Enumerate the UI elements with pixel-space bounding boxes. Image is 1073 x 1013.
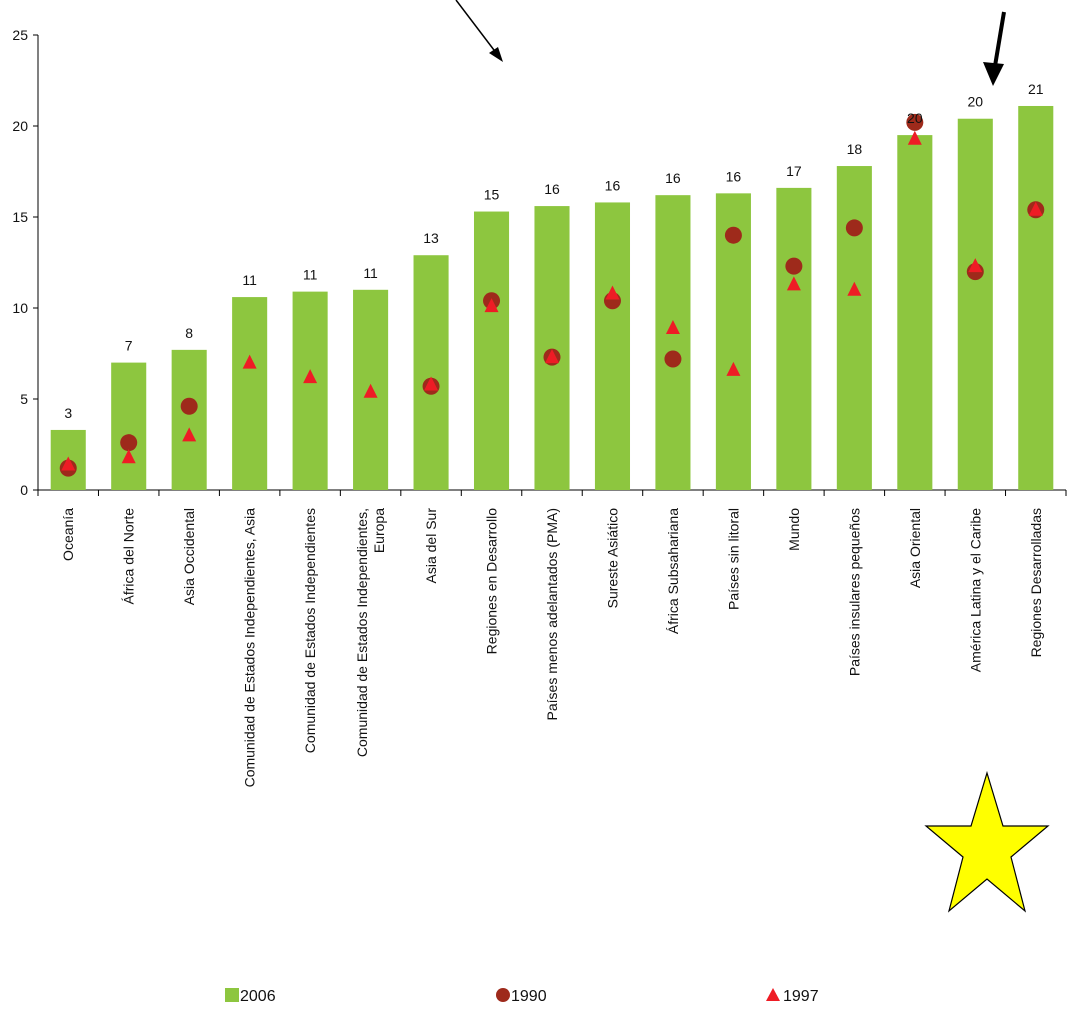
bar-2006: [897, 135, 933, 490]
x-tick-label: Sureste Asiático: [604, 508, 620, 609]
marker-1997: [1028, 201, 1043, 216]
data-label-2006: 13: [423, 230, 439, 246]
bar-2006: [232, 297, 268, 490]
data-label-2006: 15: [484, 187, 500, 203]
marker-1997: [907, 130, 922, 145]
marker-1997: [786, 276, 801, 291]
bar-2006: [473, 211, 510, 491]
marker-1997: [363, 383, 378, 398]
data-label-2006: 3: [64, 405, 72, 421]
bar-2006: [594, 202, 631, 490]
x-tick-label: África del Norte: [121, 508, 137, 605]
x-tick-label: Países menos adelantados (PMA): [544, 508, 560, 720]
bar-2006: [292, 291, 328, 490]
marker-1997: [61, 456, 76, 471]
marker-1990: [785, 257, 803, 275]
legend-swatch-2006: [225, 988, 239, 1002]
y-tick-label: 15: [12, 209, 28, 225]
x-tick-label: Países insulares pequeños: [846, 508, 862, 676]
x-tick-label: Asia Oriental: [907, 508, 923, 588]
marker-1990: [180, 397, 198, 415]
marker-1997: [121, 449, 136, 464]
x-tick-label: Mundo: [786, 508, 802, 551]
data-label-2006: 7: [125, 338, 133, 354]
bar-2006: [171, 349, 207, 490]
data-label-2006: 20: [907, 110, 923, 126]
y-tick-label: 25: [12, 27, 28, 43]
legend-label-1997: 1997: [783, 988, 819, 1005]
marker-1997: [424, 376, 439, 391]
x-tick-label: Asia del Sur: [423, 508, 439, 584]
bar-2006: [1018, 105, 1054, 490]
y-tick-label: 5: [20, 391, 28, 407]
marker-1997: [242, 354, 257, 369]
legend-swatch-1997: [766, 988, 780, 1001]
x-tick-label: África Subsahariana: [665, 508, 681, 634]
bar-2006: [413, 255, 449, 490]
data-label-2006: 20: [968, 94, 984, 110]
x-tick-label: Oceanía: [60, 508, 76, 561]
marker-1990: [906, 113, 924, 131]
legend-label-1990: 1990: [511, 988, 547, 1005]
marker-1997: [665, 320, 680, 335]
legend: 2006 1990 1997: [225, 988, 819, 1005]
data-label-2006: 11: [303, 267, 318, 283]
y-tick-label: 0: [20, 482, 28, 498]
x-tick-label: Comunidad de Estados Independientes: [302, 508, 318, 753]
marker-1997: [303, 369, 318, 384]
x-tick-label: Asia Occidental: [181, 508, 197, 605]
bar-2006: [776, 187, 812, 490]
data-label-2006: 11: [242, 272, 257, 288]
marker-1997: [545, 349, 559, 364]
x-tick-label: Regiones Desarrolladas: [1028, 508, 1044, 657]
x-tick-label: Europa: [371, 508, 387, 553]
legend-swatch-1990: [496, 988, 510, 1002]
bar-2006: [655, 195, 691, 490]
marker-1997: [605, 285, 620, 300]
marker-1997: [484, 298, 499, 313]
marker-1990: [845, 219, 863, 237]
x-tick-label: América Latina y el Caribe: [967, 508, 983, 672]
labels-layer: 3 7 8 11 11 11 13 15 16 16 16 16 17 18 20 20 21: [64, 81, 1043, 421]
marker-1997: [726, 361, 741, 376]
legend-item-1990: 1990: [496, 988, 547, 1005]
bold-arrow-icon: [983, 11, 1006, 86]
legend-item-2006: 2006: [225, 988, 276, 1005]
bar-2006: [957, 118, 993, 490]
thin-arrow-icon: [455, 0, 503, 62]
marker-1997: [847, 281, 862, 296]
bars-layer: [50, 105, 1054, 491]
legend-item-1997: 1997: [766, 988, 819, 1005]
axis-layer: 0 5 10 15 20 25: [12, 27, 1067, 498]
data-label-2006: 21: [1028, 81, 1044, 97]
bar-2006: [534, 206, 570, 490]
marker-1990: [664, 350, 682, 368]
x-tick-label: Comunidad de Estados Independientes,: [354, 508, 370, 757]
bar-2006: [111, 362, 147, 490]
bar-2006: [836, 166, 872, 491]
marker-1990: [724, 226, 742, 244]
y-tick-label: 20: [12, 118, 28, 134]
legend-label-2006: 2006: [240, 988, 276, 1005]
x-tick-label: Comunidad de Estados Independientes, Asi…: [242, 508, 258, 788]
marker-1997: [182, 427, 197, 442]
x-tick-label: Regiones en Desarrollo: [484, 508, 500, 655]
data-label-2006: 11: [363, 265, 378, 281]
data-label-2006: 16: [665, 170, 681, 186]
data-label-2006: 16: [726, 168, 742, 184]
star-icon: [924, 770, 1050, 913]
y-tick-label: 10: [12, 300, 28, 316]
data-label-2006: 16: [544, 181, 560, 197]
marker-1997: [968, 258, 983, 273]
data-label-2006: 16: [605, 177, 621, 193]
data-label-2006: 17: [786, 163, 802, 179]
markers-layer: [59, 113, 1045, 477]
x-axis-labels: Oceanía África del Norte Asia Occidental Co…: [60, 508, 1044, 788]
x-tick-label: Países sin litoral: [725, 508, 741, 610]
data-label-2006: 18: [847, 141, 863, 157]
data-label-2006: 8: [185, 325, 193, 341]
marker-1990: [120, 434, 138, 452]
